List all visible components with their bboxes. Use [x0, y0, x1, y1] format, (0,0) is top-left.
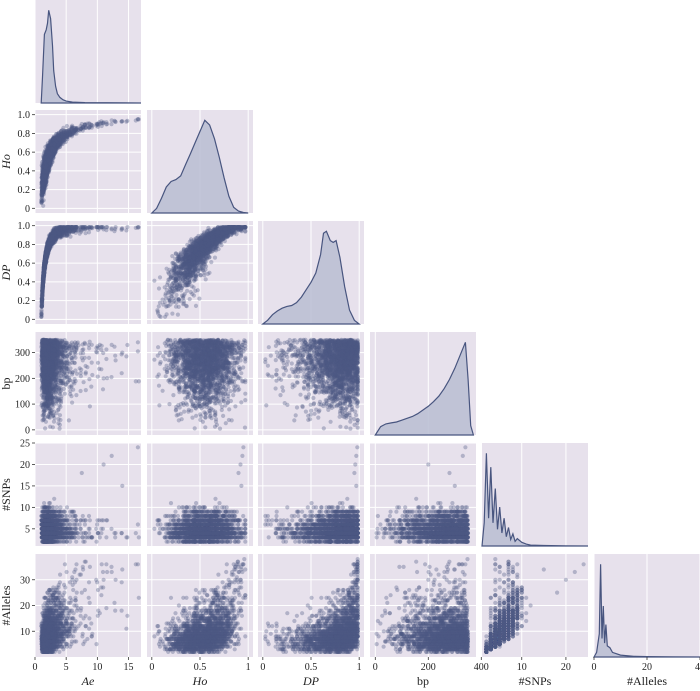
- scatter-point: [110, 118, 114, 122]
- scatter-point: [40, 294, 44, 298]
- scatter-point: [53, 149, 57, 153]
- scatter-point: [136, 117, 140, 121]
- panel-Ho-vs-Ae: [35, 110, 141, 213]
- scatter-point: [96, 225, 100, 229]
- scatter-point: [120, 119, 124, 123]
- scatter-point: [80, 122, 84, 126]
- scatter-point: [88, 225, 92, 229]
- scatter-point: [70, 126, 74, 130]
- scatter-point: [88, 125, 92, 129]
- scatter-point: [43, 166, 47, 170]
- scatter-point: [74, 130, 78, 134]
- scatter-point: [96, 122, 100, 126]
- scatter-point: [40, 187, 44, 191]
- scatter-point: [39, 192, 43, 196]
- scatter-point: [68, 235, 72, 239]
- scatter-point: [42, 181, 46, 185]
- scatter-point: [46, 158, 50, 162]
- scatter-point: [43, 175, 47, 179]
- panel-Ae-vs-Ae: [35, 0, 141, 103]
- scatter-point: [65, 135, 69, 139]
- pairplot-figure: 00.20.40.60.81.0Ho00.20.40.60.81.0DP0100…: [0, 0, 700, 691]
- scatter-point: [42, 198, 46, 202]
- scatter-point: [41, 204, 45, 208]
- scatter-point: [84, 231, 88, 235]
- scatter-point: [40, 305, 44, 309]
- scatter-point: [58, 227, 62, 231]
- scatter-point: [47, 151, 51, 155]
- scatter-point: [125, 225, 129, 229]
- scatter-point: [41, 286, 45, 290]
- scatter-point: [109, 122, 113, 126]
- scatter-point: [44, 169, 48, 173]
- panel-DP-vs-Ae: [35, 221, 141, 324]
- scatter-point: [102, 120, 106, 124]
- scatter-point: [58, 138, 62, 142]
- scatter-point: [105, 225, 109, 229]
- scatter-point: [61, 126, 65, 130]
- scatter-point: [125, 119, 129, 123]
- scatter-point: [49, 142, 53, 146]
- scatter-point: [74, 225, 78, 229]
- scatter-point: [40, 298, 44, 302]
